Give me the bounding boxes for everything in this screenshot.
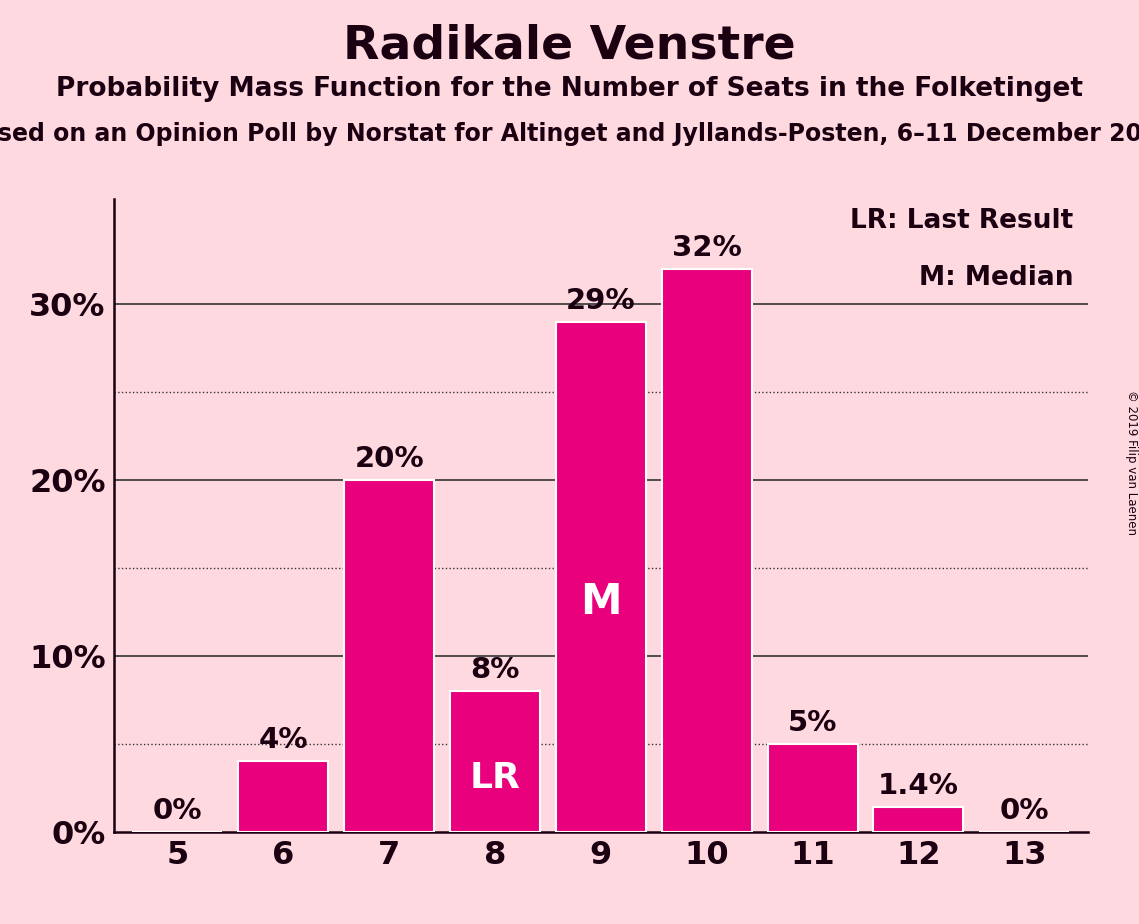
Text: 20%: 20% — [354, 445, 424, 473]
Text: 0%: 0% — [153, 796, 202, 824]
Text: M: M — [580, 581, 622, 623]
Text: M: Median: M: Median — [919, 265, 1073, 291]
Text: Radikale Venstre: Radikale Venstre — [343, 23, 796, 68]
Text: Based on an Opinion Poll by Norstat for Altinget and Jyllands-Posten, 6–11 Decem: Based on an Opinion Poll by Norstat for … — [0, 122, 1139, 146]
Bar — [556, 322, 646, 832]
Text: 32%: 32% — [672, 234, 741, 262]
Text: 5%: 5% — [788, 709, 837, 736]
Bar — [344, 480, 434, 832]
Bar — [874, 807, 964, 832]
Bar — [450, 691, 540, 832]
Text: LR: Last Result: LR: Last Result — [850, 208, 1073, 234]
Text: 29%: 29% — [566, 286, 636, 315]
Bar — [662, 269, 752, 832]
Bar — [238, 761, 328, 832]
Text: © 2019 Filip van Laenen: © 2019 Filip van Laenen — [1124, 390, 1138, 534]
Text: 4%: 4% — [259, 726, 308, 754]
Text: 0%: 0% — [1000, 796, 1049, 824]
Text: 8%: 8% — [470, 656, 519, 684]
Text: Probability Mass Function for the Number of Seats in the Folketinget: Probability Mass Function for the Number… — [56, 76, 1083, 102]
Bar — [768, 744, 858, 832]
Text: LR: LR — [469, 761, 521, 796]
Text: 1.4%: 1.4% — [878, 772, 959, 800]
